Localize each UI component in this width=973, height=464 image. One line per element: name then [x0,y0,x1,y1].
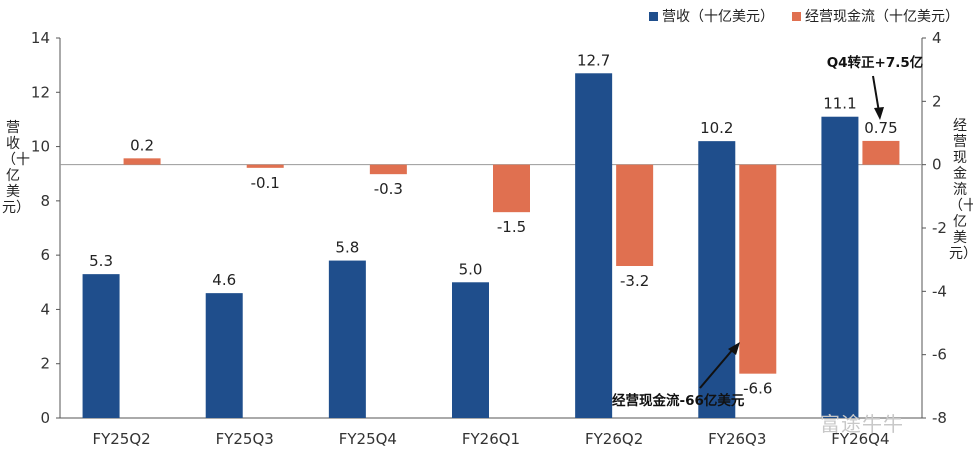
legend-item-revenue: 营收（十亿美元） [649,6,774,26]
revenue-bar [821,116,859,418]
y-tick-left-label: 8 [40,192,50,210]
y-axis-left-label: 营收（十亿美元） [2,120,30,216]
ocf-value-label: -6.6 [743,380,772,398]
ocf-bar [739,164,777,374]
y-tick-left-label: 6 [40,246,50,264]
legend-swatch-ocf [792,11,801,21]
y-tick-left-label: 2 [40,355,50,373]
annotation-q3-arrow [699,347,735,389]
y-tick-left-label: 12 [31,83,50,101]
annotation-q4-arrow [872,75,880,113]
ocf-value-label: 0.75 [864,119,897,137]
ocf-value-label: 0.2 [130,136,154,154]
revenue-bar [205,293,243,418]
ocf-bar [369,164,407,175]
annotation-q4: Q4转正+7.5亿 [827,54,924,71]
legend-item-ocf: 经营现金流（十亿美元） [792,6,959,26]
revenue-bar [328,260,366,418]
ocf-bar [493,164,530,213]
revenue-value-label: 11.1 [823,95,856,113]
y-tick-right-label: -2 [932,219,947,237]
y-tick-right-label: -4 [932,282,947,300]
annotation-q4-arrowhead [874,107,884,120]
ocf-bar [246,164,284,168]
legend-label-ocf: 经营现金流（十亿美元） [805,9,959,25]
ocf-value-label: -3.2 [620,272,649,290]
revenue-value-label: 5.8 [335,239,359,257]
x-tick-label: FY26Q4 [831,430,889,448]
annotation-q3-arrowhead [728,342,740,355]
x-tick-label: FY25Q3 [216,430,274,448]
x-tick-label: FY26Q2 [585,430,643,448]
revenue-value-label: 5.0 [459,260,483,278]
revenue-value-label: 10.2 [700,119,733,137]
y-tick-right-label: -8 [932,409,947,427]
legend-label-revenue: 营收（十亿美元） [662,9,774,25]
legend-swatch-revenue [649,11,658,21]
y-tick-left-label: 4 [40,300,50,318]
y-tick-left-label: 0 [40,409,50,427]
ocf-bar [123,158,161,165]
ocf-value-label: -0.1 [251,174,280,192]
y-tick-right-label: 0 [932,156,942,174]
y-axis-right-label: 经营现金流（十亿美元） [949,118,973,262]
revenue-value-label: 5.3 [89,252,113,270]
y-tick-right-label: -6 [932,346,947,364]
revenue-bar [452,282,489,418]
x-tick-label: FY25Q2 [92,430,150,448]
legend: 营收（十亿美元） 经营现金流（十亿美元） [649,6,959,26]
ocf-bar [862,140,900,165]
revenue-bar [575,73,613,419]
revenue-value-label: 4.6 [212,271,236,289]
revenue-value-label: 12.7 [577,51,610,69]
x-tick-label: FY26Q3 [708,430,766,448]
revenue-bar [82,274,120,418]
y-tick-left-label: 14 [31,29,50,47]
x-tick-label: FY26Q1 [462,430,520,448]
revenue-bar [698,141,736,418]
y-tick-right-label: 2 [932,92,942,110]
x-tick-label: FY25Q4 [339,430,397,448]
y-tick-left-label: 10 [31,138,50,156]
ocf-value-label: -0.3 [374,180,403,198]
ocf-value-label: -1.5 [497,218,526,236]
annotation-q3: 经营现金流-66亿美元 [612,392,745,409]
watermark: 富途牛牛 [820,412,904,436]
ocf-bar [616,164,654,266]
y-tick-right-label: 4 [932,29,942,47]
